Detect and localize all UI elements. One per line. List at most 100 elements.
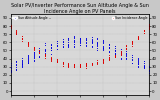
Point [27, 54, 29, 56]
Point [137, 58, 139, 59]
Point [56, 48, 58, 49]
Point [61, 61, 64, 62]
Point [21, 37, 23, 39]
Point [38, 52, 41, 54]
Point [61, 41, 64, 43]
Point [125, 52, 128, 54]
Point [61, 61, 64, 62]
Point [44, 54, 47, 56]
Point [61, 42, 64, 43]
Point [56, 60, 58, 62]
Point [61, 62, 64, 64]
Point [79, 66, 81, 68]
Point [113, 50, 116, 52]
Point [113, 45, 116, 46]
Point [27, 57, 29, 59]
Point [137, 62, 139, 64]
Point [50, 58, 52, 60]
Point [113, 45, 116, 47]
Point [102, 58, 104, 60]
Point [142, 60, 145, 62]
Point [96, 62, 99, 64]
Point [27, 62, 29, 64]
Point [108, 47, 110, 49]
Point [50, 48, 52, 49]
Point [38, 50, 41, 51]
Point [102, 60, 104, 61]
Point [125, 53, 128, 55]
Point [108, 58, 110, 60]
Point [50, 44, 52, 45]
Point [73, 36, 76, 37]
Point [9, 66, 12, 67]
Point [113, 49, 116, 51]
Point [73, 43, 76, 44]
Point [96, 62, 99, 64]
Point [61, 65, 64, 67]
Point [15, 33, 18, 35]
Point [56, 42, 58, 44]
Point [67, 65, 70, 66]
Point [96, 38, 99, 40]
Point [96, 41, 99, 43]
Point [15, 60, 18, 62]
Point [84, 40, 87, 41]
Point [113, 49, 116, 50]
Point [108, 51, 110, 53]
Point [137, 36, 139, 38]
Point [131, 57, 133, 58]
Point [50, 57, 52, 59]
Point [96, 61, 99, 63]
Point [32, 46, 35, 48]
Point [67, 37, 70, 38]
Point [38, 52, 41, 53]
Point [67, 41, 70, 42]
Point [102, 60, 104, 62]
Point [102, 48, 104, 50]
Point [125, 47, 128, 49]
Point [142, 66, 145, 68]
Point [148, 69, 151, 71]
Point [113, 55, 116, 57]
Point [15, 68, 18, 70]
Point [131, 41, 133, 43]
Point [148, 65, 151, 67]
Point [50, 56, 52, 58]
Point [125, 52, 128, 54]
Point [142, 65, 145, 67]
Point [9, 25, 12, 27]
Point [61, 62, 64, 63]
Point [9, 62, 12, 64]
Point [125, 48, 128, 49]
Point [131, 43, 133, 45]
Point [9, 28, 12, 29]
Point [15, 32, 18, 34]
Point [56, 45, 58, 46]
Point [9, 25, 12, 27]
Point [21, 66, 23, 67]
Point [137, 61, 139, 63]
Point [9, 64, 12, 66]
Point [21, 63, 23, 65]
Point [32, 59, 35, 60]
Point [50, 60, 52, 62]
Point [61, 43, 64, 45]
Point [142, 29, 145, 31]
Point [84, 44, 87, 46]
Point [44, 55, 47, 57]
Point [102, 60, 104, 61]
Point [125, 55, 128, 57]
Point [56, 45, 58, 46]
Point [90, 46, 93, 48]
Point [44, 54, 47, 55]
Point [125, 45, 128, 46]
Point [32, 47, 35, 48]
Point [32, 46, 35, 48]
Point [15, 30, 18, 31]
Point [27, 59, 29, 60]
Point [15, 33, 18, 35]
Point [137, 63, 139, 65]
Point [142, 32, 145, 34]
Point [67, 64, 70, 65]
Point [148, 26, 151, 28]
